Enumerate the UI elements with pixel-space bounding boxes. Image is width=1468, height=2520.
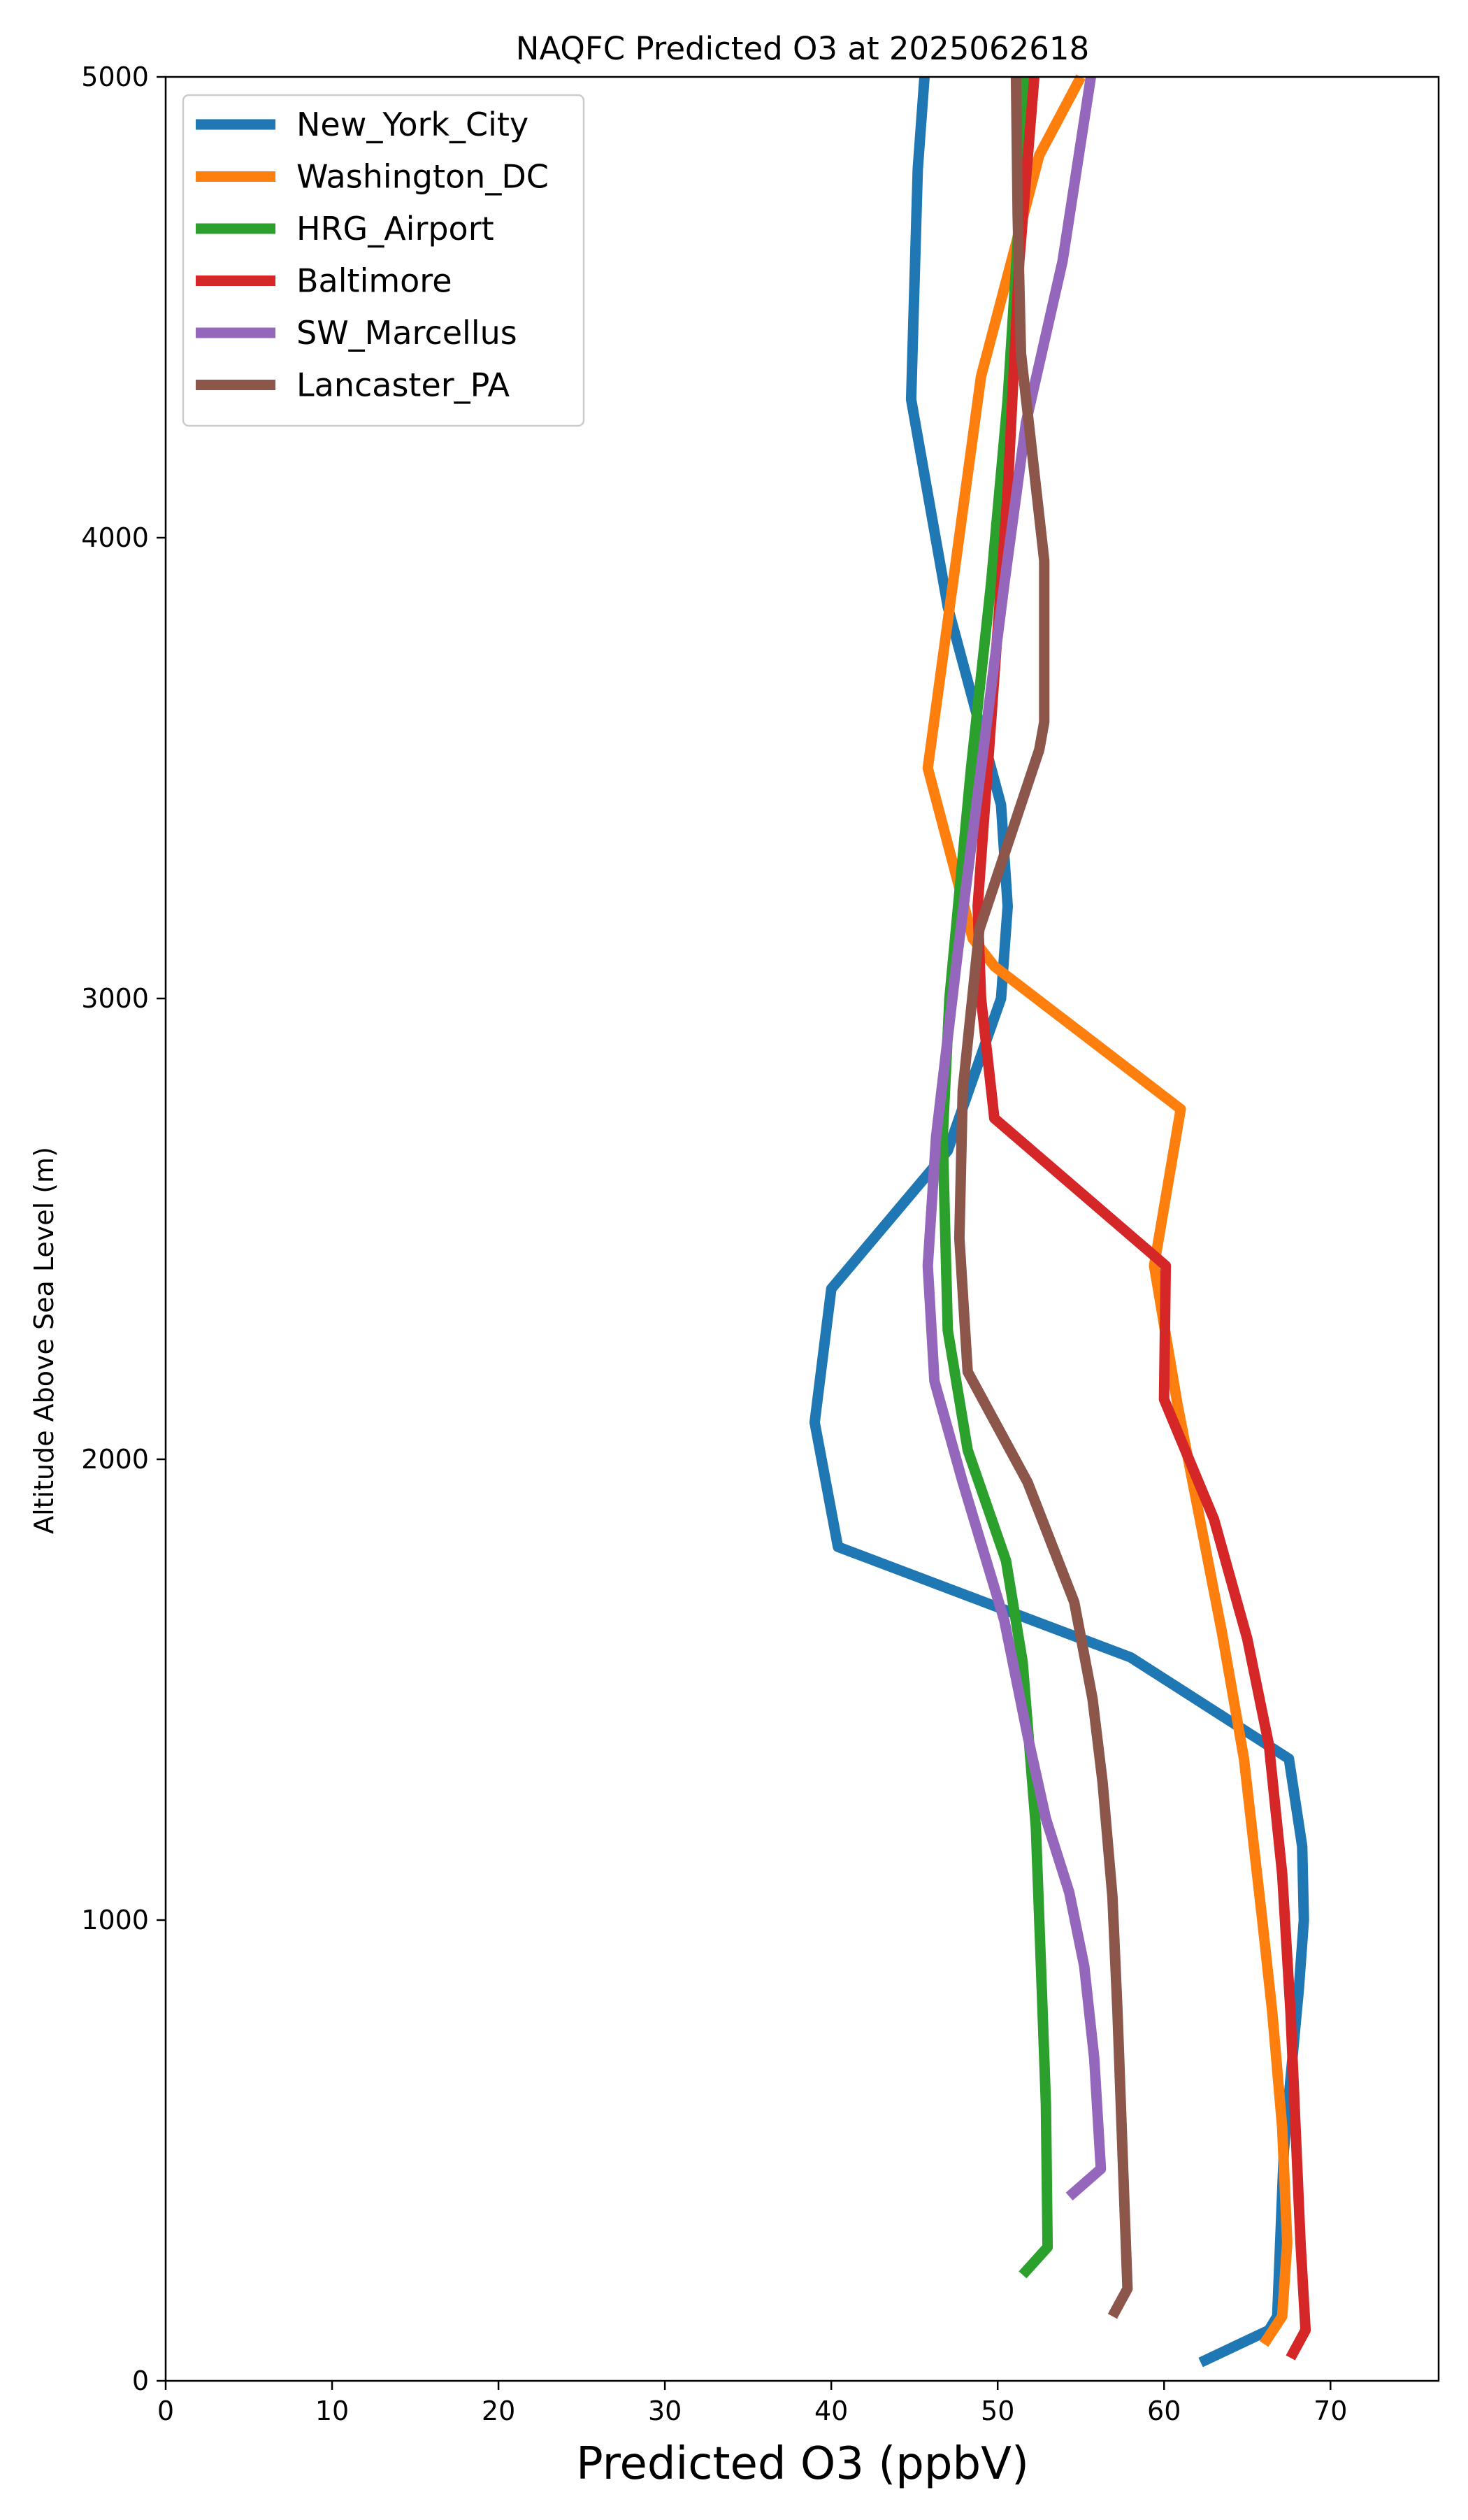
y-tick-label: 4000	[81, 522, 149, 553]
x-tick-label: 10	[315, 2396, 349, 2426]
x-tick-label: 20	[482, 2396, 515, 2426]
y-axis-label: Altitude Above Sea Level (m)	[29, 1147, 59, 1534]
series-line-lancaster-pa	[954, 76, 1133, 2319]
series-line-washington-dc	[922, 74, 1293, 2347]
series-layer	[809, 74, 1311, 2368]
legend-label-sw-marcellus: SW_Marcellus	[296, 314, 517, 352]
y-axis-ticks: 0 1000 2000 3000 4000 5000	[81, 62, 166, 2396]
legend-label-washington-dc: Washington_DC	[296, 158, 549, 196]
x-axis-ticks: 0 10 20 30 40 50 60 70	[157, 2381, 1347, 2426]
y-tick-label: 5000	[81, 62, 149, 92]
x-tick-label: 50	[981, 2396, 1014, 2426]
legend-label-new-york-city: New_York_City	[296, 106, 528, 143]
y-tick-label: 2000	[81, 1444, 149, 1475]
x-tick-label: 40	[814, 2396, 848, 2426]
x-tick-label: 30	[648, 2396, 682, 2426]
x-tick-label: 60	[1147, 2396, 1181, 2426]
x-tick-label: 70	[1314, 2396, 1347, 2426]
legend-label-hrg-airport: HRG_Airport	[296, 210, 494, 248]
series-line-hrg-airport	[937, 76, 1053, 2279]
x-tick-label: 0	[157, 2396, 174, 2426]
chart-title: NAQFC Predicted O3 at 2025062618	[516, 30, 1089, 67]
legend-frame	[182, 94, 585, 427]
plot-area-frame	[164, 76, 1440, 2382]
y-tick-label: 0	[132, 2365, 149, 2396]
legend-label-baltimore: Baltimore	[296, 262, 452, 300]
y-tick-label: 3000	[81, 983, 149, 1014]
x-axis-label: Predicted O3 (ppbV)	[576, 2438, 1029, 2490]
chart-legend: New_York_City Washington_DC HRG_Airport Bal…	[182, 94, 585, 427]
y-tick-label: 1000	[81, 1905, 149, 1935]
legend-label-lancaster-pa: Lancaster_PA	[296, 366, 510, 404]
axes: 0 10 20 30 40 50 60 70 0 1000 2000 3000 4000 5000	[81, 62, 1440, 2426]
series-line-sw-marcellus	[922, 76, 1107, 2201]
